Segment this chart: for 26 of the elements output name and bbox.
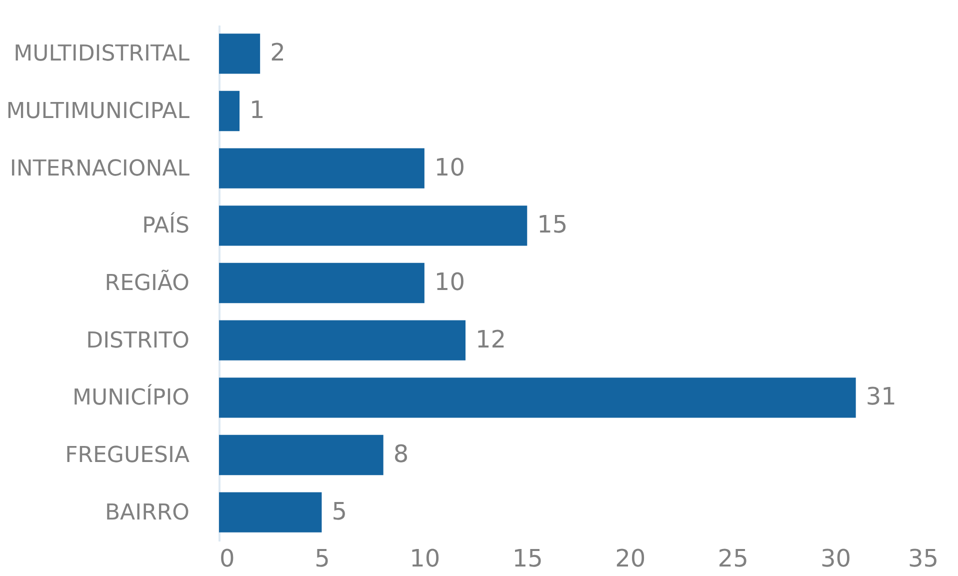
- x-tick-label: 5: [314, 544, 330, 572]
- data-label: 10: [434, 268, 465, 296]
- x-tick-label: 0: [220, 544, 235, 572]
- y-tick-label: PAÍS: [142, 212, 190, 239]
- data-label: 12: [476, 325, 506, 354]
- y-tick-label: MUNICÍPIO: [72, 384, 190, 411]
- y-tick-label: DISTRITO: [86, 328, 190, 354]
- data-label: 2: [270, 38, 286, 67]
- x-tick-label: 35: [908, 544, 938, 572]
- y-tick-label: MULTIMUNICIPAL: [6, 99, 190, 124]
- x-tick-label: 30: [820, 544, 852, 572]
- data-label: 15: [537, 210, 568, 239]
- x-tick-label: 15: [512, 544, 543, 572]
- x-tick-label: 25: [718, 544, 748, 572]
- y-tick-label: BAIRRO: [104, 500, 190, 526]
- y-tick-label: INTERNACIONAL: [10, 156, 190, 182]
- x-tick-label: 10: [410, 544, 440, 572]
- data-label: 31: [866, 382, 896, 411]
- y-tick-label: MULTIDISTRITAL: [14, 42, 190, 67]
- data-label: 1: [250, 96, 265, 124]
- x-tick-label: 20: [615, 544, 646, 572]
- data-label: 10: [434, 153, 465, 182]
- data-label: 5: [332, 497, 347, 526]
- data-label: 8: [393, 440, 409, 468]
- y-tick-label: REGIÃO: [104, 269, 190, 296]
- y-tick-label: FREGUESIA: [65, 443, 190, 468]
